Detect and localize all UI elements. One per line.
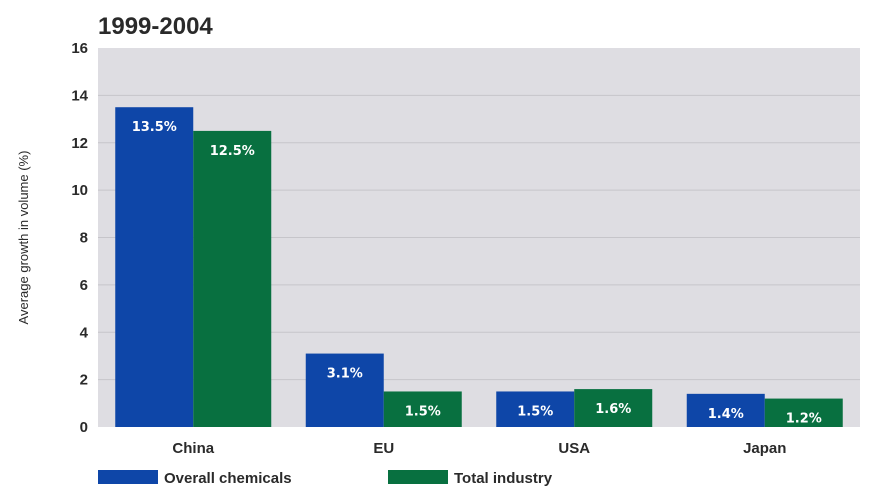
legend-label: Total industry — [454, 470, 553, 487]
chart-title: 1999-2004 — [98, 13, 213, 40]
y-tick-label: 14 — [71, 87, 88, 104]
legend-swatch — [98, 470, 158, 484]
bar-usa-overall-chemicals — [496, 391, 575, 427]
y-tick-label: 10 — [71, 182, 88, 199]
data-label: 1.5% — [517, 404, 553, 419]
data-label: 13.5% — [132, 120, 177, 135]
data-label: 1.4% — [708, 407, 744, 422]
x-tick-label: Japan — [743, 440, 786, 457]
bar-china-total-industry — [193, 130, 272, 427]
legend-swatch — [388, 470, 448, 484]
x-tick-label: China — [172, 440, 214, 457]
y-tick-label: 6 — [80, 277, 88, 294]
bar-eu-overall-chemicals — [305, 353, 384, 427]
y-tick-label: 12 — [71, 135, 88, 152]
data-label: 1.5% — [405, 404, 441, 419]
y-tick-label: 16 — [71, 40, 88, 57]
bar-japan-overall-chemicals — [686, 393, 765, 427]
data-label: 1.2% — [786, 412, 822, 427]
bar-usa-total-industry — [574, 389, 653, 427]
bar-japan-total-industry — [764, 398, 843, 427]
data-label: 12.5% — [210, 144, 255, 159]
legend: Overall chemicals Total industry — [98, 470, 553, 487]
x-axis-ticks: China EU USA Japan — [172, 440, 786, 457]
x-tick-label: USA — [558, 440, 590, 457]
y-tick-label: 0 — [80, 419, 88, 436]
data-label: 1.6% — [595, 402, 631, 417]
data-label: 3.1% — [327, 367, 363, 382]
x-tick-label: EU — [373, 440, 394, 457]
legend-label: Overall chemicals — [164, 470, 292, 487]
bar-china-overall-chemicals — [115, 107, 194, 427]
y-tick-label: 4 — [80, 324, 89, 341]
y-axis-ticks: 0 2 4 6 8 10 12 14 16 — [71, 40, 88, 436]
bar-eu-total-industry — [383, 391, 462, 427]
data-labels: 13.5% 12.5% 3.1% 1.5% 1.5% 1.6% 1.4% 1.2% — [132, 120, 822, 426]
bars — [115, 107, 843, 427]
y-tick-label: 2 — [80, 372, 88, 389]
y-axis-label: Average growth in volume (%) — [16, 151, 31, 325]
y-tick-label: 8 — [80, 230, 88, 247]
